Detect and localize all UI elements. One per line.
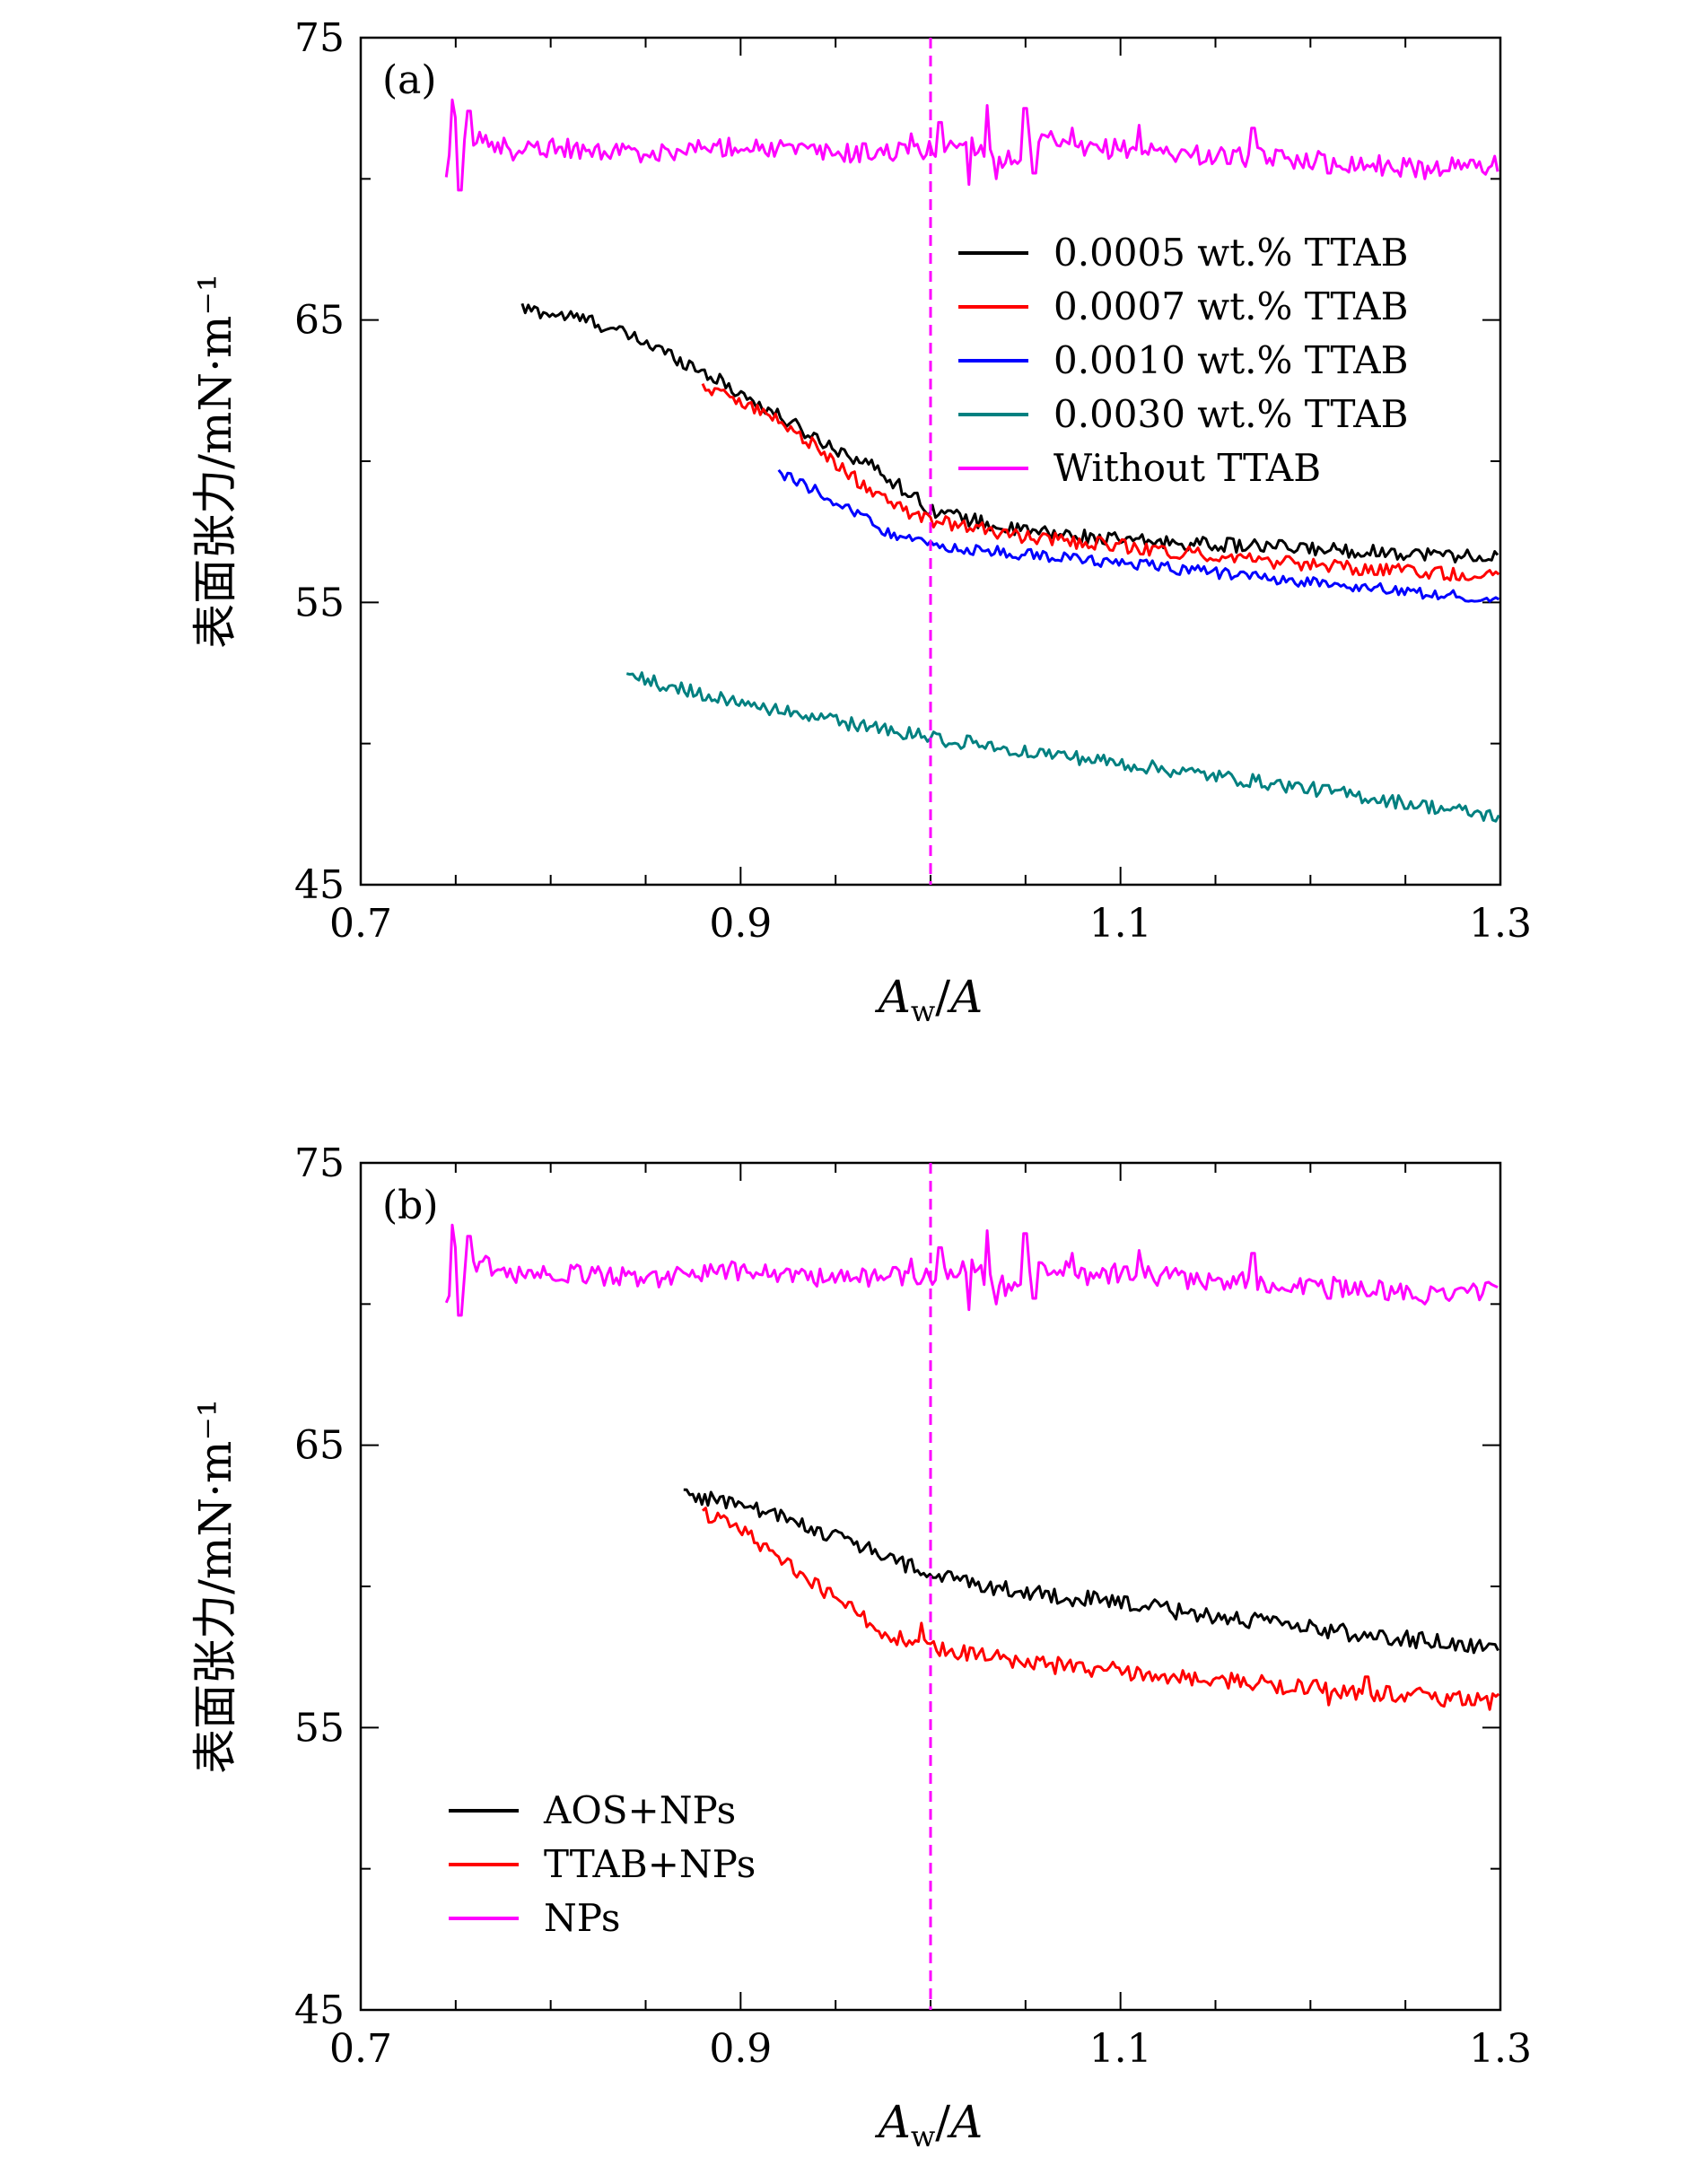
y-tick-label: 55 <box>294 1705 345 1751</box>
x-tick-label: 0.7 <box>329 901 392 947</box>
y-tick-label: 75 <box>294 15 345 61</box>
y-tick-label: 75 <box>294 1140 345 1186</box>
x-axis-title: Aw/A <box>875 971 983 1028</box>
series-line-1 <box>702 1507 1500 1711</box>
legend-label-3: 0.0030 wt.% TTAB <box>1053 392 1408 436</box>
legend-label-2: 0.0010 wt.% TTAB <box>1053 338 1408 382</box>
y-tick-label: 65 <box>294 298 345 344</box>
legend-label-2: NPs <box>544 1896 620 1940</box>
series-line-4 <box>444 98 1499 192</box>
panel-b: 0.7 0.9 1.1 1.3 45 55 65 75 Aw/A 表面张力/mN·m⁻¹ (b) AO… <box>189 1140 1532 2153</box>
x-tick-label: 0.9 <box>709 2026 772 2072</box>
series-line-2 <box>444 1223 1499 1317</box>
legend-label-0: 0.0005 wt.% TTAB <box>1053 231 1408 275</box>
y-axis-title: 表面张力/mN·m⁻¹ <box>189 1399 241 1774</box>
data-area <box>444 1223 1500 1711</box>
data-area <box>444 98 1500 823</box>
x-tick-label: 1.3 <box>1469 901 1532 947</box>
panel-label: (a) <box>382 57 437 103</box>
x-tick-label: 1.3 <box>1469 2026 1532 2072</box>
panel-label: (b) <box>382 1183 439 1228</box>
series-line-1 <box>701 382 1500 582</box>
series-line-2 <box>777 468 1500 603</box>
legend: 0.0005 wt.% TTAB 0.0007 wt.% TTAB 0.0010 w… <box>958 231 1408 490</box>
legend-label-1: 0.0007 wt.% TTAB <box>1053 284 1408 328</box>
legend-label-4: Without TTAB <box>1053 446 1321 490</box>
panel-a: 0.7 0.9 1.1 1.3 45 55 65 75 Aw/A 表面张力/mN·m⁻¹ (a) 0.… <box>189 15 1532 1028</box>
x-tick-label: 0.7 <box>329 2026 392 2072</box>
y-tick-label: 45 <box>294 1987 345 2033</box>
series-line-0 <box>520 302 1499 563</box>
y-tick-label: 45 <box>294 862 345 908</box>
y-tick-label: 65 <box>294 1423 345 1469</box>
series-line-0 <box>683 1488 1499 1655</box>
y-axis-title: 表面张力/mN·m⁻¹ <box>189 274 241 649</box>
legend-label-1: TTAB+NPs <box>544 1842 756 1886</box>
x-tick-label: 1.1 <box>1089 2026 1152 2072</box>
x-tick-label: 0.9 <box>709 901 772 947</box>
x-axis-title: Aw/A <box>875 2096 983 2153</box>
legend-label-0: AOS+NPs <box>543 1788 736 1832</box>
x-tick-label: 1.1 <box>1089 901 1152 947</box>
y-tick-label: 55 <box>294 580 345 625</box>
legend: AOS+NPs TTAB+NPs NPs <box>449 1788 756 1940</box>
series-line-3 <box>625 671 1500 823</box>
